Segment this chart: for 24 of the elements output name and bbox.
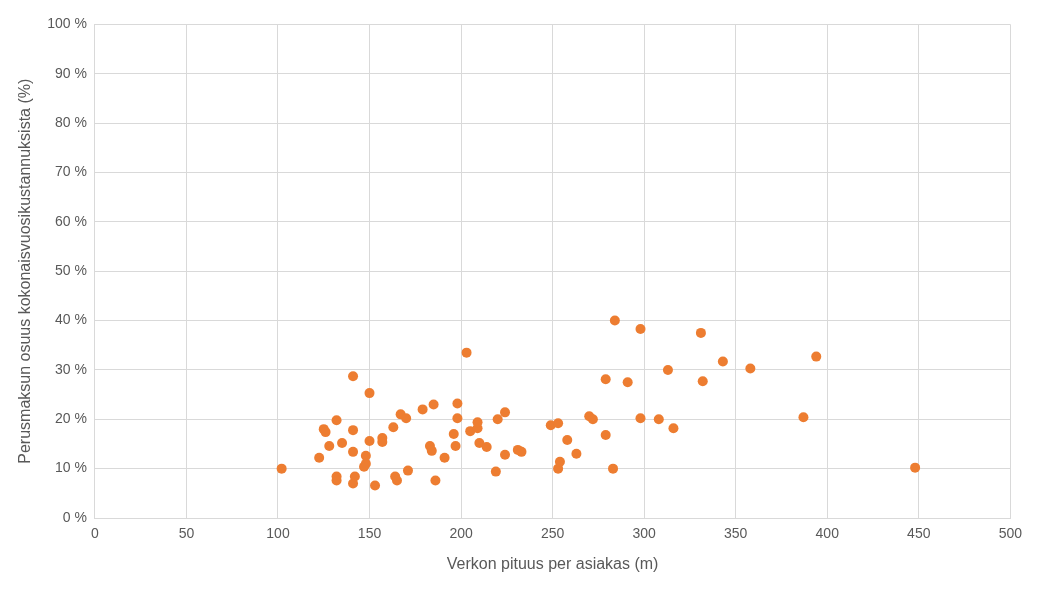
x-tick-label: 400 xyxy=(815,525,840,542)
y-tick-label: 30 % xyxy=(54,360,87,377)
x-tick-label: 0 xyxy=(91,525,99,542)
x-axis-title: Verkon pituus per asiakas (m) xyxy=(446,554,659,572)
x-tick-label: 350 xyxy=(724,525,748,542)
x-tick-label: 250 xyxy=(540,525,565,542)
x-tick-label: 500 xyxy=(998,525,1023,542)
x-tick-label: 100 xyxy=(266,525,290,542)
x-tick-label: 150 xyxy=(357,525,382,542)
y-tick-label: 70 % xyxy=(54,163,87,180)
x-tick-label: 50 xyxy=(178,525,195,542)
x-tick-label: 450 xyxy=(907,525,931,542)
y-tick-label: 90 % xyxy=(54,64,87,81)
y-tick-label: 50 % xyxy=(54,262,87,279)
y-tick-label: 20 % xyxy=(54,410,87,427)
y-tick-label: 80 % xyxy=(54,113,87,130)
y-tick-label: 0 % xyxy=(62,508,87,525)
y-tick-label: 40 % xyxy=(54,311,87,328)
y-tick-label: 60 % xyxy=(54,212,87,229)
x-tick-label: 300 xyxy=(632,525,657,542)
y-tick-label: 10 % xyxy=(54,459,87,476)
x-tick-label: 200 xyxy=(449,525,473,542)
y-tick-label: 100 % xyxy=(47,15,87,32)
y-axis-title: Perusmaksun osuus kokonaisvuosikustannuksista (%) xyxy=(16,78,34,464)
